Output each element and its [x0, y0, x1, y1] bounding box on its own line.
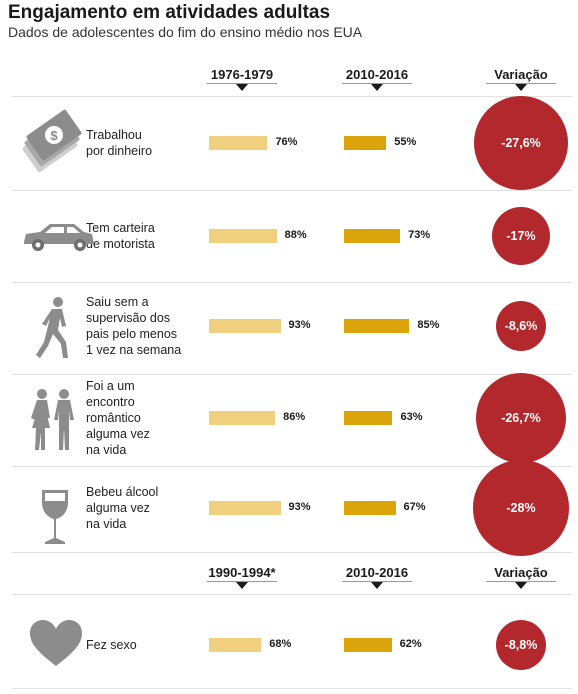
- new-period-bar-value: 85%: [417, 319, 440, 331]
- row-divider: [12, 282, 572, 283]
- row-label-line: Fez sexo: [86, 638, 137, 652]
- down-arrow-icon: [371, 84, 383, 91]
- new-period-bar-value: 73%: [408, 229, 431, 241]
- header-change-label: Variação: [494, 67, 548, 82]
- old-period-bar: [209, 411, 276, 425]
- change-circle: -28%: [473, 460, 569, 556]
- walking-person-icon: [36, 297, 68, 358]
- couple-icon: [31, 389, 74, 450]
- old-period-bar: [209, 319, 281, 333]
- new-period-bar: [344, 501, 396, 515]
- row-divider: [12, 374, 572, 375]
- down-arrow-icon: [236, 582, 248, 589]
- new-period-bar: [344, 319, 410, 333]
- down-arrow-icon: [371, 582, 383, 589]
- row-label: Bebeu álcool alguma vez na vida: [86, 484, 158, 532]
- money-icon: $: [22, 109, 82, 173]
- new-period-bar: [344, 229, 401, 243]
- down-arrow-icon: [515, 582, 527, 589]
- row-label: Tem carteira de motorista: [86, 220, 155, 252]
- row-label: Trabalhou por dinheiro: [86, 127, 152, 159]
- row-label-line: alguma vez: [86, 427, 150, 441]
- row-divider: [12, 190, 572, 191]
- old-period-bar-value: 93%: [288, 501, 311, 513]
- change-circle: -26,7%: [475, 372, 567, 464]
- new-period-bar-value: 63%: [400, 411, 423, 423]
- row-label-line: supervisão dos: [86, 311, 171, 325]
- row-label-line: Foi a um: [86, 379, 135, 393]
- row-label-line: na vida: [86, 443, 127, 457]
- old-period-bar: [209, 638, 262, 652]
- header2-period1: 1990-1994*: [207, 565, 277, 589]
- old-period-bar: [209, 501, 281, 515]
- new-period-bar-value: 62%: [399, 638, 422, 650]
- change-circle: -8,8%: [496, 620, 546, 670]
- header-period1-label: 1976-1979: [210, 67, 274, 82]
- old-period-bar-value: 86%: [283, 411, 306, 423]
- header-period2-label: 2010-2016: [345, 67, 409, 82]
- row-label-line: Tem carteira: [86, 221, 155, 235]
- old-period-bar: [209, 229, 277, 243]
- row-label-line: alguma vez: [86, 501, 150, 515]
- chart-subtitle: Dados de adolescentes do fim do ensino m…: [8, 24, 363, 40]
- row-label-line: romântico: [86, 411, 141, 425]
- row-label-line: encontro: [86, 395, 135, 409]
- svg-text:$: $: [50, 128, 58, 143]
- new-period-bar-value: 55%: [394, 136, 417, 148]
- new-period-bar: [344, 136, 387, 150]
- new-period-bar: [344, 638, 392, 652]
- header2-period2-label: 2010-2016: [345, 565, 409, 580]
- change-circle: -17%: [492, 207, 550, 265]
- header2-period1-label: 1990-1994*: [208, 565, 276, 580]
- header-change: Variação: [486, 67, 556, 91]
- header2-change: Variação: [486, 565, 556, 589]
- row-label-line: 1 vez na semana: [86, 343, 182, 357]
- wine-glass-icon: [42, 490, 68, 544]
- row-label-line: de motorista: [86, 237, 155, 251]
- row-label: Saiu sem a supervisão dos pais pelo menos 1…: [86, 294, 181, 358]
- down-arrow-icon: [236, 84, 248, 91]
- row-label-line: Saiu sem a: [86, 295, 149, 309]
- row-label: Foi a um encontro romântico alguma vez na vi…: [86, 378, 150, 458]
- row-divider: [12, 594, 572, 595]
- row-label-line: na vida: [86, 517, 127, 531]
- row-label-line: por dinheiro: [86, 144, 153, 158]
- down-arrow-icon: [515, 84, 527, 91]
- header-period1: 1976-1979: [207, 67, 277, 91]
- chart-title: Engajamento em atividades adultas: [8, 2, 331, 23]
- old-period-bar-value: 76%: [275, 136, 298, 148]
- change-circle: -8,6%: [496, 301, 546, 351]
- row-label: Fez sexo: [86, 637, 137, 653]
- header-period2: 2010-2016: [342, 67, 412, 91]
- new-period-bar: [344, 411, 393, 425]
- row-divider: [12, 466, 572, 467]
- old-period-bar-value: 93%: [288, 319, 311, 331]
- row-divider: [12, 688, 572, 689]
- car-icon: [24, 224, 94, 251]
- header2-period2: 2010-2016: [342, 565, 412, 589]
- row-divider: [12, 552, 572, 553]
- change-circle: -27,6%: [474, 96, 568, 190]
- header2-change-label: Variação: [494, 565, 548, 580]
- row-label-line: Trabalhou: [86, 128, 142, 142]
- new-period-bar-value: 67%: [403, 501, 426, 513]
- old-period-bar-value: 88%: [284, 229, 307, 241]
- row-label-line: pais pelo menos: [86, 327, 178, 341]
- row-label-line: Bebeu álcool: [86, 485, 159, 499]
- heart-icon: [30, 620, 82, 666]
- row-divider: [12, 96, 572, 97]
- old-period-bar: [209, 136, 268, 150]
- old-period-bar-value: 68%: [269, 638, 292, 650]
